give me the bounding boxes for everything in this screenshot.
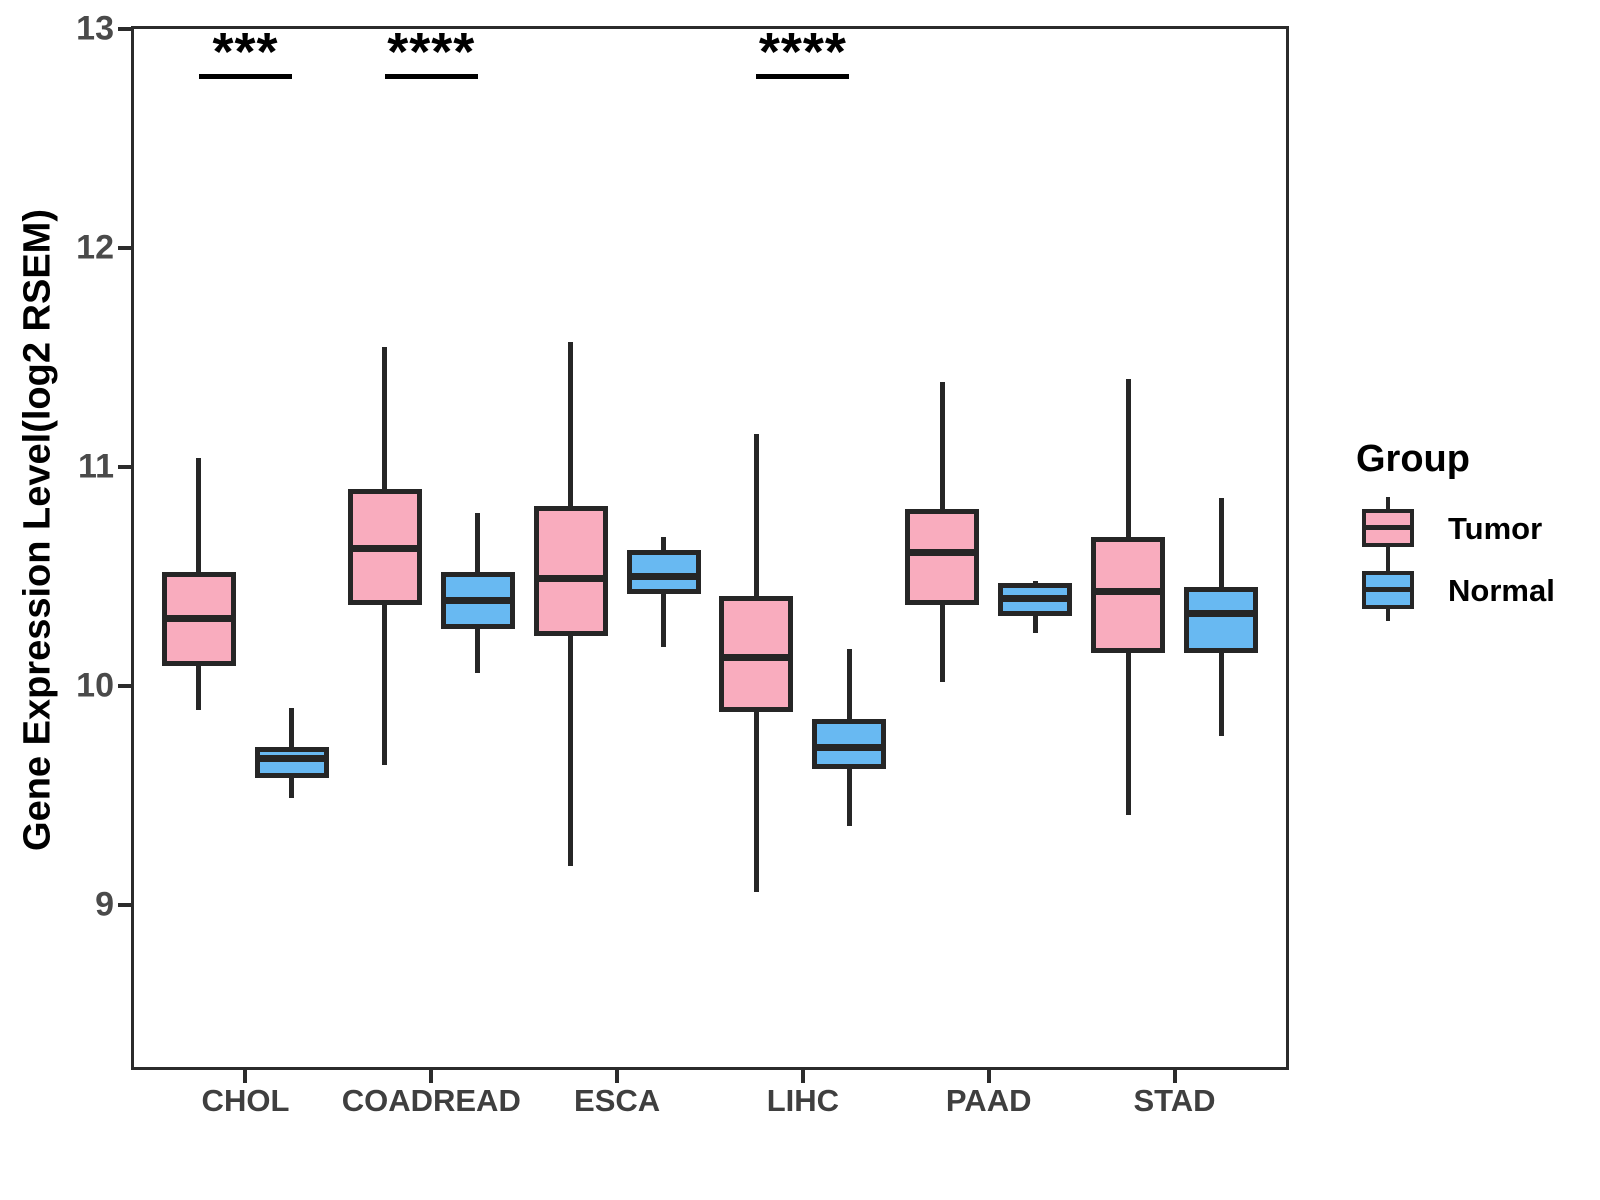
box-normal-coadread-lower-whisker — [475, 629, 481, 673]
box-normal-stad-upper-whisker — [1218, 497, 1224, 588]
box-normal-lihc-upper-whisker — [846, 648, 852, 719]
legend: Group Tumor Normal — [1326, 438, 1555, 621]
legend-label-tumor: Tumor — [1448, 510, 1543, 546]
box-tumor-stad-upper-whisker — [1125, 379, 1131, 538]
y-tick-mark — [118, 464, 131, 469]
box-normal-esca-lower-whisker — [661, 593, 667, 647]
y-tick-label: 12 — [76, 228, 114, 267]
box-normal-chol — [254, 747, 329, 778]
box-normal-chol-median — [259, 754, 324, 762]
y-tick-label: 13 — [76, 9, 114, 48]
legend-key-upper-whisker — [1386, 559, 1390, 571]
legend-key-lower-whisker — [1386, 547, 1390, 559]
box-tumor-lihc-median — [724, 653, 789, 661]
box-tumor-paad — [905, 508, 980, 605]
box-tumor-chol-lower-whisker — [196, 666, 202, 711]
box-tumor-paad-lower-whisker — [939, 604, 945, 682]
box-normal-paad-lower-whisker — [1032, 615, 1038, 634]
y-tick-label: 10 — [76, 666, 114, 705]
significance-bar-chol — [198, 74, 292, 79]
box-normal-coadread-upper-whisker — [475, 512, 481, 573]
box-normal-stad — [1184, 587, 1259, 654]
x-tick-mark — [1172, 1070, 1177, 1083]
legend-key-normal-boxplot-icon — [1360, 559, 1416, 621]
legend-entry-normal: Normal — [1326, 559, 1555, 621]
box-tumor-coadread-upper-whisker — [382, 346, 388, 489]
legend-key-upper-whisker — [1386, 497, 1390, 509]
y-tick-mark — [118, 683, 131, 688]
x-tick-label-paad: PAAD — [945, 1083, 1032, 1118]
legend-entries: Tumor Normal — [1326, 497, 1555, 621]
box-normal-esca — [626, 550, 701, 594]
box-tumor-stad-median — [1096, 588, 1161, 596]
box-normal-lihc-lower-whisker — [846, 769, 852, 827]
x-tick-mark — [615, 1070, 620, 1083]
x-tick-label-coadread: COADREAD — [341, 1083, 521, 1118]
significance-bar-coadread — [384, 74, 478, 79]
box-tumor-coadread-median — [352, 544, 417, 552]
legend-key-tumor-boxplot-icon — [1360, 497, 1416, 559]
significance-stars-lihc: **** — [758, 22, 847, 82]
legend-key-lower-whisker — [1386, 609, 1390, 621]
x-tick-mark — [243, 1070, 248, 1083]
y-axis-title: Gene Expression Level(log2 RSEM) — [16, 209, 59, 851]
box-normal-chol-lower-whisker — [289, 777, 295, 798]
significance-bar-lihc — [756, 74, 850, 79]
x-tick-label-stad: STAD — [1133, 1083, 1216, 1118]
box-tumor-stad-lower-whisker — [1125, 653, 1131, 816]
box-normal-lihc-median — [817, 743, 882, 751]
x-tick-label-esca: ESCA — [574, 1083, 661, 1118]
box-tumor-esca-median — [538, 575, 603, 583]
box-normal-paad-upper-whisker — [1032, 580, 1038, 584]
box-normal-chol-upper-whisker — [289, 707, 295, 748]
legend-label-normal: Normal — [1448, 572, 1555, 608]
significance-stars-coadread: **** — [387, 22, 476, 82]
box-tumor-paad-median — [910, 548, 975, 556]
legend-entry-tumor: Tumor — [1326, 497, 1555, 559]
plot-panel: *** **** **** — [131, 22, 1289, 1070]
box-tumor-esca-upper-whisker — [568, 342, 574, 507]
x-tick-label-chol: CHOL — [201, 1083, 290, 1118]
box-tumor-esca — [533, 506, 608, 636]
x-tick-mark — [429, 1070, 434, 1083]
box-tumor-coadread-lower-whisker — [382, 604, 388, 765]
legend-title: Group — [1356, 438, 1470, 480]
box-normal-esca-upper-whisker — [661, 537, 667, 551]
box-tumor-chol-upper-whisker — [196, 458, 202, 573]
box-normal-paad-median — [1003, 594, 1068, 602]
x-tick-mark — [800, 1070, 805, 1083]
box-normal-coadread-median — [445, 597, 510, 605]
box-tumor-paad-upper-whisker — [939, 381, 945, 509]
box-normal-stad-lower-whisker — [1218, 653, 1224, 737]
y-tick-label: 11 — [78, 447, 114, 486]
significance-stars-chol: *** — [212, 22, 279, 82]
legend-key-median — [1366, 587, 1410, 592]
box-normal-stad-median — [1189, 610, 1254, 618]
box-tumor-esca-lower-whisker — [568, 635, 574, 866]
legend-key-median — [1366, 525, 1410, 530]
box-tumor-lihc-lower-whisker — [753, 712, 759, 892]
x-tick-label-lihc: LIHC — [766, 1083, 840, 1118]
box-tumor-lihc-upper-whisker — [753, 434, 759, 597]
x-tick-mark — [986, 1070, 991, 1083]
y-tick-mark — [118, 27, 131, 31]
y-tick-mark — [118, 902, 131, 907]
box-tumor-chol-median — [166, 614, 231, 622]
box-normal-esca-median — [631, 572, 696, 580]
y-tick-mark — [118, 245, 131, 250]
y-tick-label: 9 — [95, 885, 114, 924]
